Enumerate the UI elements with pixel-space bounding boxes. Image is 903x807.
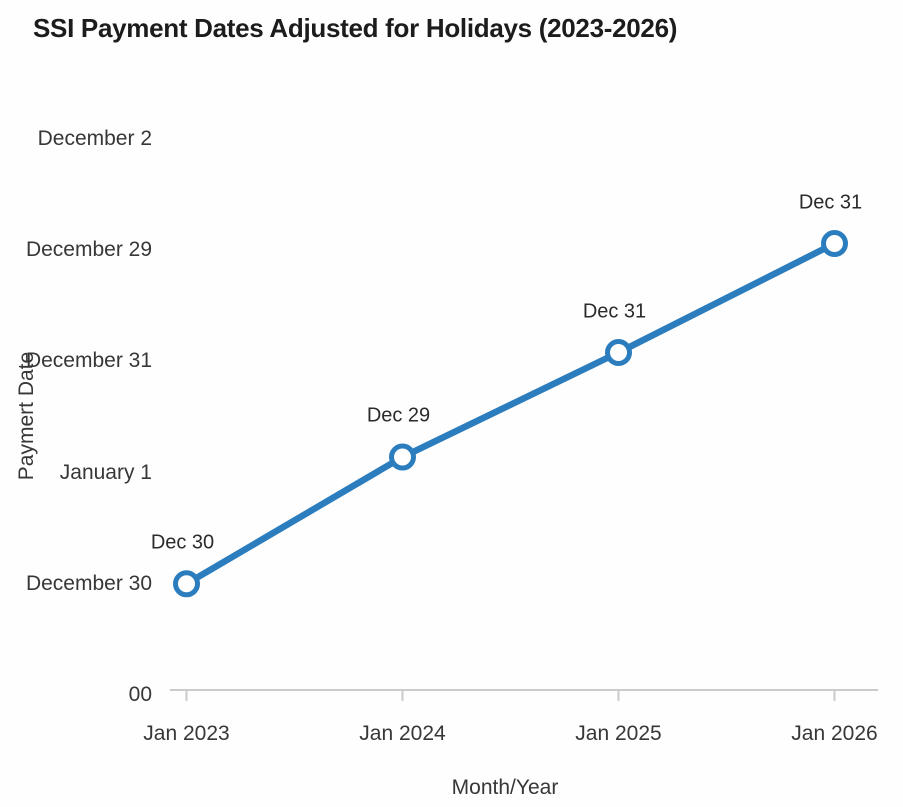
x-tick-label: Jan 2024 <box>359 722 446 745</box>
x-tick-label: Jan 2023 <box>143 722 230 745</box>
data-point-marker <box>605 339 632 367</box>
data-point-marker <box>821 230 848 258</box>
data-point-label: Dec 31 <box>582 300 647 322</box>
trend-line <box>183 240 838 588</box>
x-tick-label: Jan 2026 <box>791 722 878 745</box>
data-point-label: Dec 29 <box>366 404 431 427</box>
y-tick-label: December 30 <box>25 571 152 595</box>
y-tick-label: 00 <box>128 683 152 706</box>
data-point-label: Dec 30 <box>150 531 215 554</box>
y-tick-label: January 1 <box>59 460 152 484</box>
y-tick-label: December 29 <box>25 238 152 262</box>
y-tick-label: December 31 <box>25 349 152 373</box>
data-point-marker <box>173 570 200 598</box>
x-axis-label: Month/Year <box>451 776 559 799</box>
data-point-marker <box>389 443 416 471</box>
data-point-label: Dec 31 <box>798 191 863 214</box>
chart-title: SSI Payment Dates Adjusted for Holidays … <box>33 13 678 43</box>
y-tick-label: December 2 <box>37 127 152 150</box>
x-tick-label: Jan 2025 <box>575 722 662 745</box>
